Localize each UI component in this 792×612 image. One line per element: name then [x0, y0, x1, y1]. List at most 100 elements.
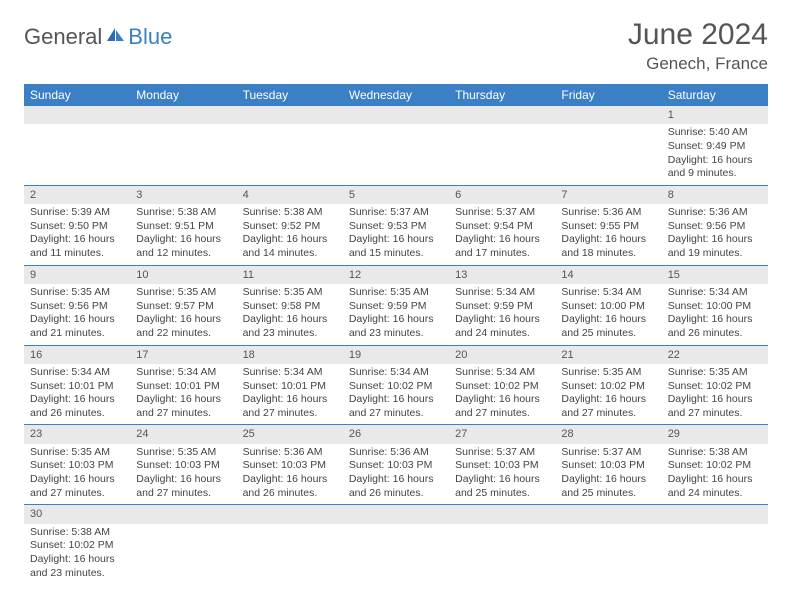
day-number: 19: [343, 346, 449, 364]
calendar-cell: [237, 505, 343, 584]
day-details: Sunrise: 5:36 AMSunset: 10:03 PMDaylight…: [237, 444, 343, 505]
calendar-cell: 16Sunrise: 5:34 AMSunset: 10:01 PMDaylig…: [24, 345, 130, 425]
detail-line: and 26 minutes.: [349, 487, 443, 501]
detail-line: and 27 minutes.: [136, 487, 230, 501]
calendar-cell: 2Sunrise: 5:39 AMSunset: 9:50 PMDaylight…: [24, 185, 130, 265]
detail-line: Daylight: 16 hours: [561, 233, 655, 247]
detail-line: Sunset: 9:51 PM: [136, 220, 230, 234]
detail-line: Sunrise: 5:36 AM: [668, 206, 762, 220]
day-details: Sunrise: 5:35 AMSunset: 9:57 PMDaylight:…: [130, 284, 236, 345]
calendar-cell: [343, 106, 449, 185]
day-header: Thursday: [449, 84, 555, 106]
calendar-cell: 29Sunrise: 5:38 AMSunset: 10:02 PMDaylig…: [662, 425, 768, 505]
detail-line: and 25 minutes.: [455, 487, 549, 501]
detail-line: Sunrise: 5:35 AM: [30, 446, 124, 460]
detail-line: Daylight: 16 hours: [349, 393, 443, 407]
calendar-cell: 22Sunrise: 5:35 AMSunset: 10:02 PMDaylig…: [662, 345, 768, 425]
day-number: 7: [555, 186, 661, 204]
calendar-cell: 27Sunrise: 5:37 AMSunset: 10:03 PMDaylig…: [449, 425, 555, 505]
day-header: Sunday: [24, 84, 130, 106]
day-number: 15: [662, 266, 768, 284]
day-number: 27: [449, 425, 555, 443]
brand-part1: General: [24, 24, 102, 50]
day-header: Tuesday: [237, 84, 343, 106]
day-number: 10: [130, 266, 236, 284]
calendar-cell: [237, 106, 343, 185]
calendar-cell: 24Sunrise: 5:35 AMSunset: 10:03 PMDaylig…: [130, 425, 236, 505]
day-number: 3: [130, 186, 236, 204]
detail-line: Daylight: 16 hours: [349, 473, 443, 487]
detail-line: Sunrise: 5:37 AM: [455, 206, 549, 220]
day-number: [662, 505, 768, 523]
detail-line: Sunrise: 5:35 AM: [136, 446, 230, 460]
detail-line: Daylight: 16 hours: [30, 233, 124, 247]
detail-line: Daylight: 16 hours: [668, 154, 762, 168]
detail-line: Sunset: 9:58 PM: [243, 300, 337, 314]
detail-line: and 23 minutes.: [243, 327, 337, 341]
calendar-cell: 12Sunrise: 5:35 AMSunset: 9:59 PMDayligh…: [343, 265, 449, 345]
sail-icon: [104, 26, 126, 49]
day-number: [343, 106, 449, 124]
calendar-cell: 19Sunrise: 5:34 AMSunset: 10:02 PMDaylig…: [343, 345, 449, 425]
detail-line: Sunset: 10:03 PM: [136, 459, 230, 473]
calendar-cell: [24, 106, 130, 185]
day-details: Sunrise: 5:36 AMSunset: 10:03 PMDaylight…: [343, 444, 449, 505]
day-details: Sunrise: 5:34 AMSunset: 10:02 PMDaylight…: [343, 364, 449, 425]
detail-line: Daylight: 16 hours: [349, 313, 443, 327]
detail-line: Sunset: 9:49 PM: [668, 140, 762, 154]
day-details: Sunrise: 5:37 AMSunset: 9:54 PMDaylight:…: [449, 204, 555, 265]
day-number: 21: [555, 346, 661, 364]
detail-line: Daylight: 16 hours: [30, 553, 124, 567]
detail-line: Sunrise: 5:39 AM: [30, 206, 124, 220]
detail-line: Daylight: 16 hours: [243, 473, 337, 487]
detail-line: and 9 minutes.: [668, 167, 762, 181]
day-number: [130, 505, 236, 523]
day-number: [449, 505, 555, 523]
day-number: 24: [130, 425, 236, 443]
day-details: Sunrise: 5:34 AMSunset: 10:02 PMDaylight…: [449, 364, 555, 425]
day-details: Sunrise: 5:38 AMSunset: 10:02 PMDaylight…: [662, 444, 768, 505]
calendar-cell: [130, 505, 236, 584]
day-number: [237, 106, 343, 124]
detail-line: Daylight: 16 hours: [455, 233, 549, 247]
day-details: Sunrise: 5:36 AMSunset: 9:55 PMDaylight:…: [555, 204, 661, 265]
day-number: 17: [130, 346, 236, 364]
day-number: 26: [343, 425, 449, 443]
day-details: Sunrise: 5:38 AMSunset: 9:51 PMDaylight:…: [130, 204, 236, 265]
day-number: 8: [662, 186, 768, 204]
detail-line: and 27 minutes.: [349, 407, 443, 421]
detail-line: and 21 minutes.: [30, 327, 124, 341]
detail-line: Sunrise: 5:34 AM: [668, 286, 762, 300]
day-number: [555, 505, 661, 523]
detail-line: Sunrise: 5:34 AM: [136, 366, 230, 380]
calendar-cell: 5Sunrise: 5:37 AMSunset: 9:53 PMDaylight…: [343, 185, 449, 265]
calendar-cell: 30Sunrise: 5:38 AMSunset: 10:02 PMDaylig…: [24, 505, 130, 584]
detail-line: Daylight: 16 hours: [30, 393, 124, 407]
month-title: June 2024: [628, 18, 768, 52]
day-number: [24, 106, 130, 124]
title-block: June 2024 Genech, France: [628, 18, 768, 74]
detail-line: Sunset: 9:59 PM: [349, 300, 443, 314]
day-number: [130, 106, 236, 124]
calendar-cell: 13Sunrise: 5:34 AMSunset: 9:59 PMDayligh…: [449, 265, 555, 345]
detail-line: Sunrise: 5:35 AM: [136, 286, 230, 300]
detail-line: and 24 minutes.: [455, 327, 549, 341]
calendar-cell: 26Sunrise: 5:36 AMSunset: 10:03 PMDaylig…: [343, 425, 449, 505]
day-number: [237, 505, 343, 523]
calendar-cell: [449, 505, 555, 584]
detail-line: and 18 minutes.: [561, 247, 655, 261]
calendar-week: 16Sunrise: 5:34 AMSunset: 10:01 PMDaylig…: [24, 345, 768, 425]
detail-line: and 27 minutes.: [668, 407, 762, 421]
detail-line: and 15 minutes.: [349, 247, 443, 261]
calendar-cell: 3Sunrise: 5:38 AMSunset: 9:51 PMDaylight…: [130, 185, 236, 265]
day-number: 18: [237, 346, 343, 364]
day-number: 4: [237, 186, 343, 204]
day-number: [343, 505, 449, 523]
calendar-cell: [343, 505, 449, 584]
day-number: 25: [237, 425, 343, 443]
day-number: 12: [343, 266, 449, 284]
day-details: Sunrise: 5:35 AMSunset: 10:03 PMDaylight…: [130, 444, 236, 505]
detail-line: Sunset: 10:02 PM: [668, 459, 762, 473]
detail-line: Sunrise: 5:34 AM: [30, 366, 124, 380]
day-details: Sunrise: 5:37 AMSunset: 10:03 PMDaylight…: [449, 444, 555, 505]
